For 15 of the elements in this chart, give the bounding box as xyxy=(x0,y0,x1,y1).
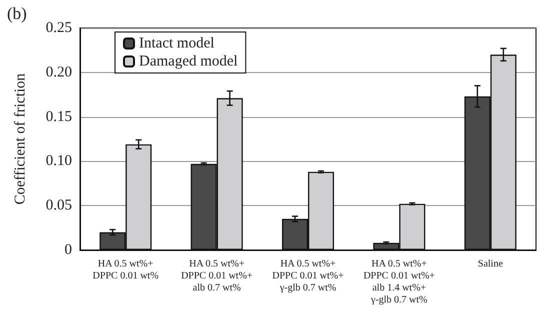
y-tick-label: 0.05 xyxy=(46,198,72,214)
legend-label: Damaged model xyxy=(139,54,238,70)
legend-label: Intact model xyxy=(139,36,214,52)
x-tick-label: HA 0.5 wt%+ DPPC 0.01 wt%+ alb 1.4 wt%+ γ-glb 0.7 wt% xyxy=(363,258,436,306)
x-tick-label: HA 0.5 wt%+ DPPC 0.01 wt% xyxy=(92,258,159,282)
x-tick-label: HA 0.5 wt%+ DPPC 0.01 wt%+ γ-glb 0.7 wt% xyxy=(272,258,344,294)
y-tick-label: 0.10 xyxy=(46,153,72,170)
chart-title: (b) xyxy=(7,4,27,23)
x-tick-label: HA 0.5 wt%+ DPPC 0.01 wt%+ alb 0.7 wt% xyxy=(181,258,253,294)
x-tick-label: Saline xyxy=(478,258,504,270)
y-axis-title: Coefficient of friction xyxy=(12,72,28,205)
y-tick-label: 0 xyxy=(64,242,72,258)
y-tick-label: 0.15 xyxy=(46,108,72,125)
y-tick-label: 0.25 xyxy=(46,20,72,36)
y-tick-label: 0.20 xyxy=(46,64,72,80)
